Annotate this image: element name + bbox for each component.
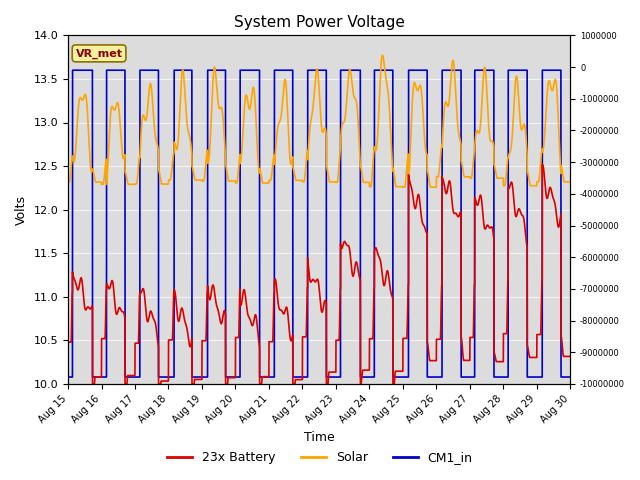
23x Battery: [252, 313, 260, 319]
CM1_in: [566, 374, 574, 380]
Line: CM1_in: CM1_in: [68, 70, 570, 377]
23x Battery: [460, 357, 467, 362]
23x Battery: [64, 339, 72, 345]
Solar: [566, 179, 574, 185]
Solar: [379, 52, 387, 58]
Solar: [166, 177, 174, 183]
Y-axis label: Volts: Volts: [15, 195, 28, 225]
Solar: [399, 184, 407, 190]
Solar: [252, 118, 260, 123]
23x Battery: [166, 337, 174, 343]
Solar: [64, 179, 72, 185]
X-axis label: Time: Time: [304, 431, 335, 444]
23x Battery: [564, 354, 572, 360]
CM1_in: [68, 67, 76, 73]
Text: VR_met: VR_met: [76, 48, 123, 59]
Legend: 23x Battery, Solar, CM1_in: 23x Battery, Solar, CM1_in: [163, 446, 477, 469]
Line: 23x Battery: 23x Battery: [68, 165, 570, 384]
CM1_in: [166, 374, 174, 380]
23x Battery: [172, 293, 179, 299]
CM1_in: [252, 67, 260, 73]
23x Battery: [88, 381, 96, 387]
Line: Solar: Solar: [68, 55, 570, 187]
Solar: [460, 171, 467, 177]
CM1_in: [460, 374, 467, 380]
CM1_in: [172, 67, 179, 73]
CM1_in: [564, 374, 572, 380]
23x Battery: [388, 293, 396, 299]
23x Battery: [566, 354, 574, 360]
Solar: [172, 143, 179, 149]
CM1_in: [64, 374, 72, 380]
Solar: [388, 158, 396, 164]
23x Battery: [538, 162, 546, 168]
CM1_in: [388, 67, 396, 73]
Solar: [564, 179, 572, 185]
Title: System Power Voltage: System Power Voltage: [234, 15, 404, 30]
